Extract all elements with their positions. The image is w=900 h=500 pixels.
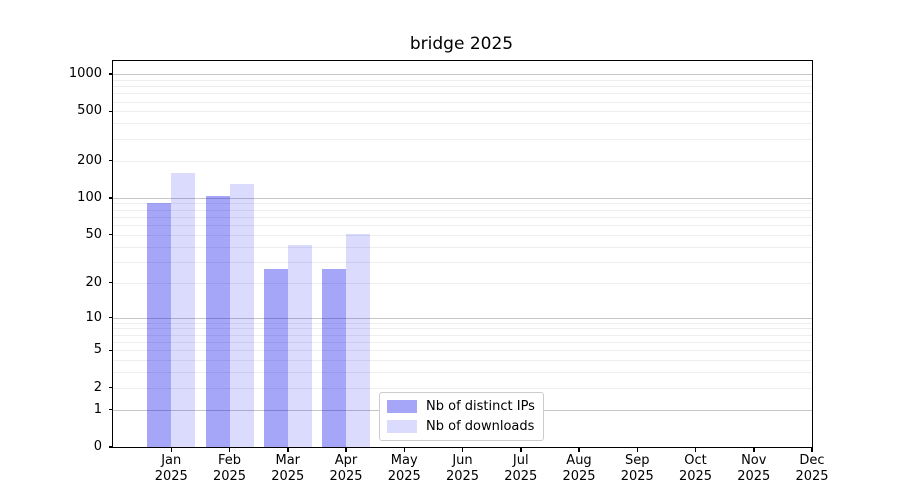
legend-label-distinct-ips: Nb of distinct IPs [426,399,535,414]
x-axis-tick [287,447,289,452]
y-tick-label: 100 [77,189,102,205]
gridline-minor [113,225,812,227]
gridline-minor [113,123,812,125]
y-axis-tick [109,349,113,352]
x-axis-tick [694,447,697,452]
gridline-minor [113,138,812,140]
legend-swatch-downloads [387,420,417,433]
y-axis-tick [109,316,113,319]
y-tick-label: 500 [77,103,102,119]
x-axis-tick [520,447,522,452]
y-axis-tick [109,110,113,113]
legend-swatch-distinct-ips [387,400,417,413]
x-tick-label: Apr 2025 [329,453,363,484]
x-axis-tick [461,447,464,452]
gridline-minor [113,160,812,162]
gridline-minor [113,203,812,205]
gridline-minor [113,334,812,336]
gridline-major [113,197,812,199]
gridline-minor [113,350,812,352]
gridline-minor [113,93,812,95]
x-tick-label: Aug 2025 [562,453,596,484]
gridline-minor [113,322,812,324]
y-axis-tick [109,159,113,162]
gridline-minor [113,111,812,113]
bar-downloads [346,233,370,447]
gridline-minor [113,328,812,330]
bar-distinct-ips [147,202,172,447]
y-axis-tick [109,386,113,389]
x-tick-label: Nov 2025 [737,453,771,484]
y-axis-tick [109,281,113,284]
x-tick-label: Dec 2025 [795,453,829,484]
x-tick-label: May 2025 [387,453,421,484]
bar-downloads [287,245,312,447]
x-tick-label: Feb 2025 [212,453,247,484]
y-tick-label: 20 [85,274,102,290]
x-axis-tick [170,447,172,452]
x-tick-label: Jul 2025 [504,453,538,484]
gridline-major [113,74,812,76]
gridline-minor [113,79,812,81]
gridline-minor [113,387,812,389]
x-tick-label: Oct 2025 [678,453,713,484]
bar-downloads [171,172,196,447]
y-tick-label: 5 [93,342,102,358]
y-axis-tick [109,197,113,199]
legend-item-distinct-ips: Nb of distinct IPs [387,398,535,415]
gridline-minor [113,372,812,374]
y-axis-tick [109,233,113,236]
x-tick-label: Jan 2025 [154,453,188,484]
y-axis-tick [109,408,113,411]
gridline-minor [113,216,812,218]
x-axis-tick [753,447,755,452]
x-tick-label: Sep 2025 [620,453,654,484]
gridline-minor [113,341,812,343]
bar-distinct-ips [205,196,230,447]
y-axis-tick [109,73,113,75]
y-tick-label: 1 [93,401,102,417]
bar-downloads [229,183,254,447]
x-tick-label: Jun 2025 [445,453,480,484]
legend-item-downloads: Nb of downloads [387,418,535,435]
y-tick-label: 50 [85,226,102,242]
x-axis-tick [636,447,638,452]
gridline-minor [113,261,812,263]
y-tick-label: 0 [93,439,102,454]
gridline-minor [113,282,812,284]
x-axis-tick [578,447,580,452]
bar-distinct-ips [263,269,288,447]
bar-distinct-ips [322,269,346,447]
gridline-major [113,317,812,319]
y-tick-label: 200 [77,152,102,168]
gridline-minor [113,86,812,88]
plot-area: 1000 500 200 100 50 20 10 5 2 1 0 Jan 2025 Feb 2025 Mar… [69,60,829,484]
legend-label-downloads: Nb of downloads [426,419,535,434]
y-tick-label: 10 [85,309,102,325]
x-axis-tick [345,447,347,452]
x-tick-label: Mar 2025 [271,453,305,484]
x-axis-tick [403,447,405,452]
gridline-minor [113,234,812,236]
gridline-minor [113,101,812,103]
y-tick-label: 1000 [68,66,102,82]
chart-title: bridge 2025 [409,34,514,54]
x-axis-tick [811,447,813,452]
legend: Nb of distinct IPs Nb of downloads [379,392,544,441]
gridline-minor [113,209,812,211]
y-tick-label: 2 [93,379,102,395]
x-axis-tick [228,447,231,452]
gridline-minor [113,246,812,248]
gridline-minor [113,360,812,362]
y-axis-tick [109,446,113,448]
